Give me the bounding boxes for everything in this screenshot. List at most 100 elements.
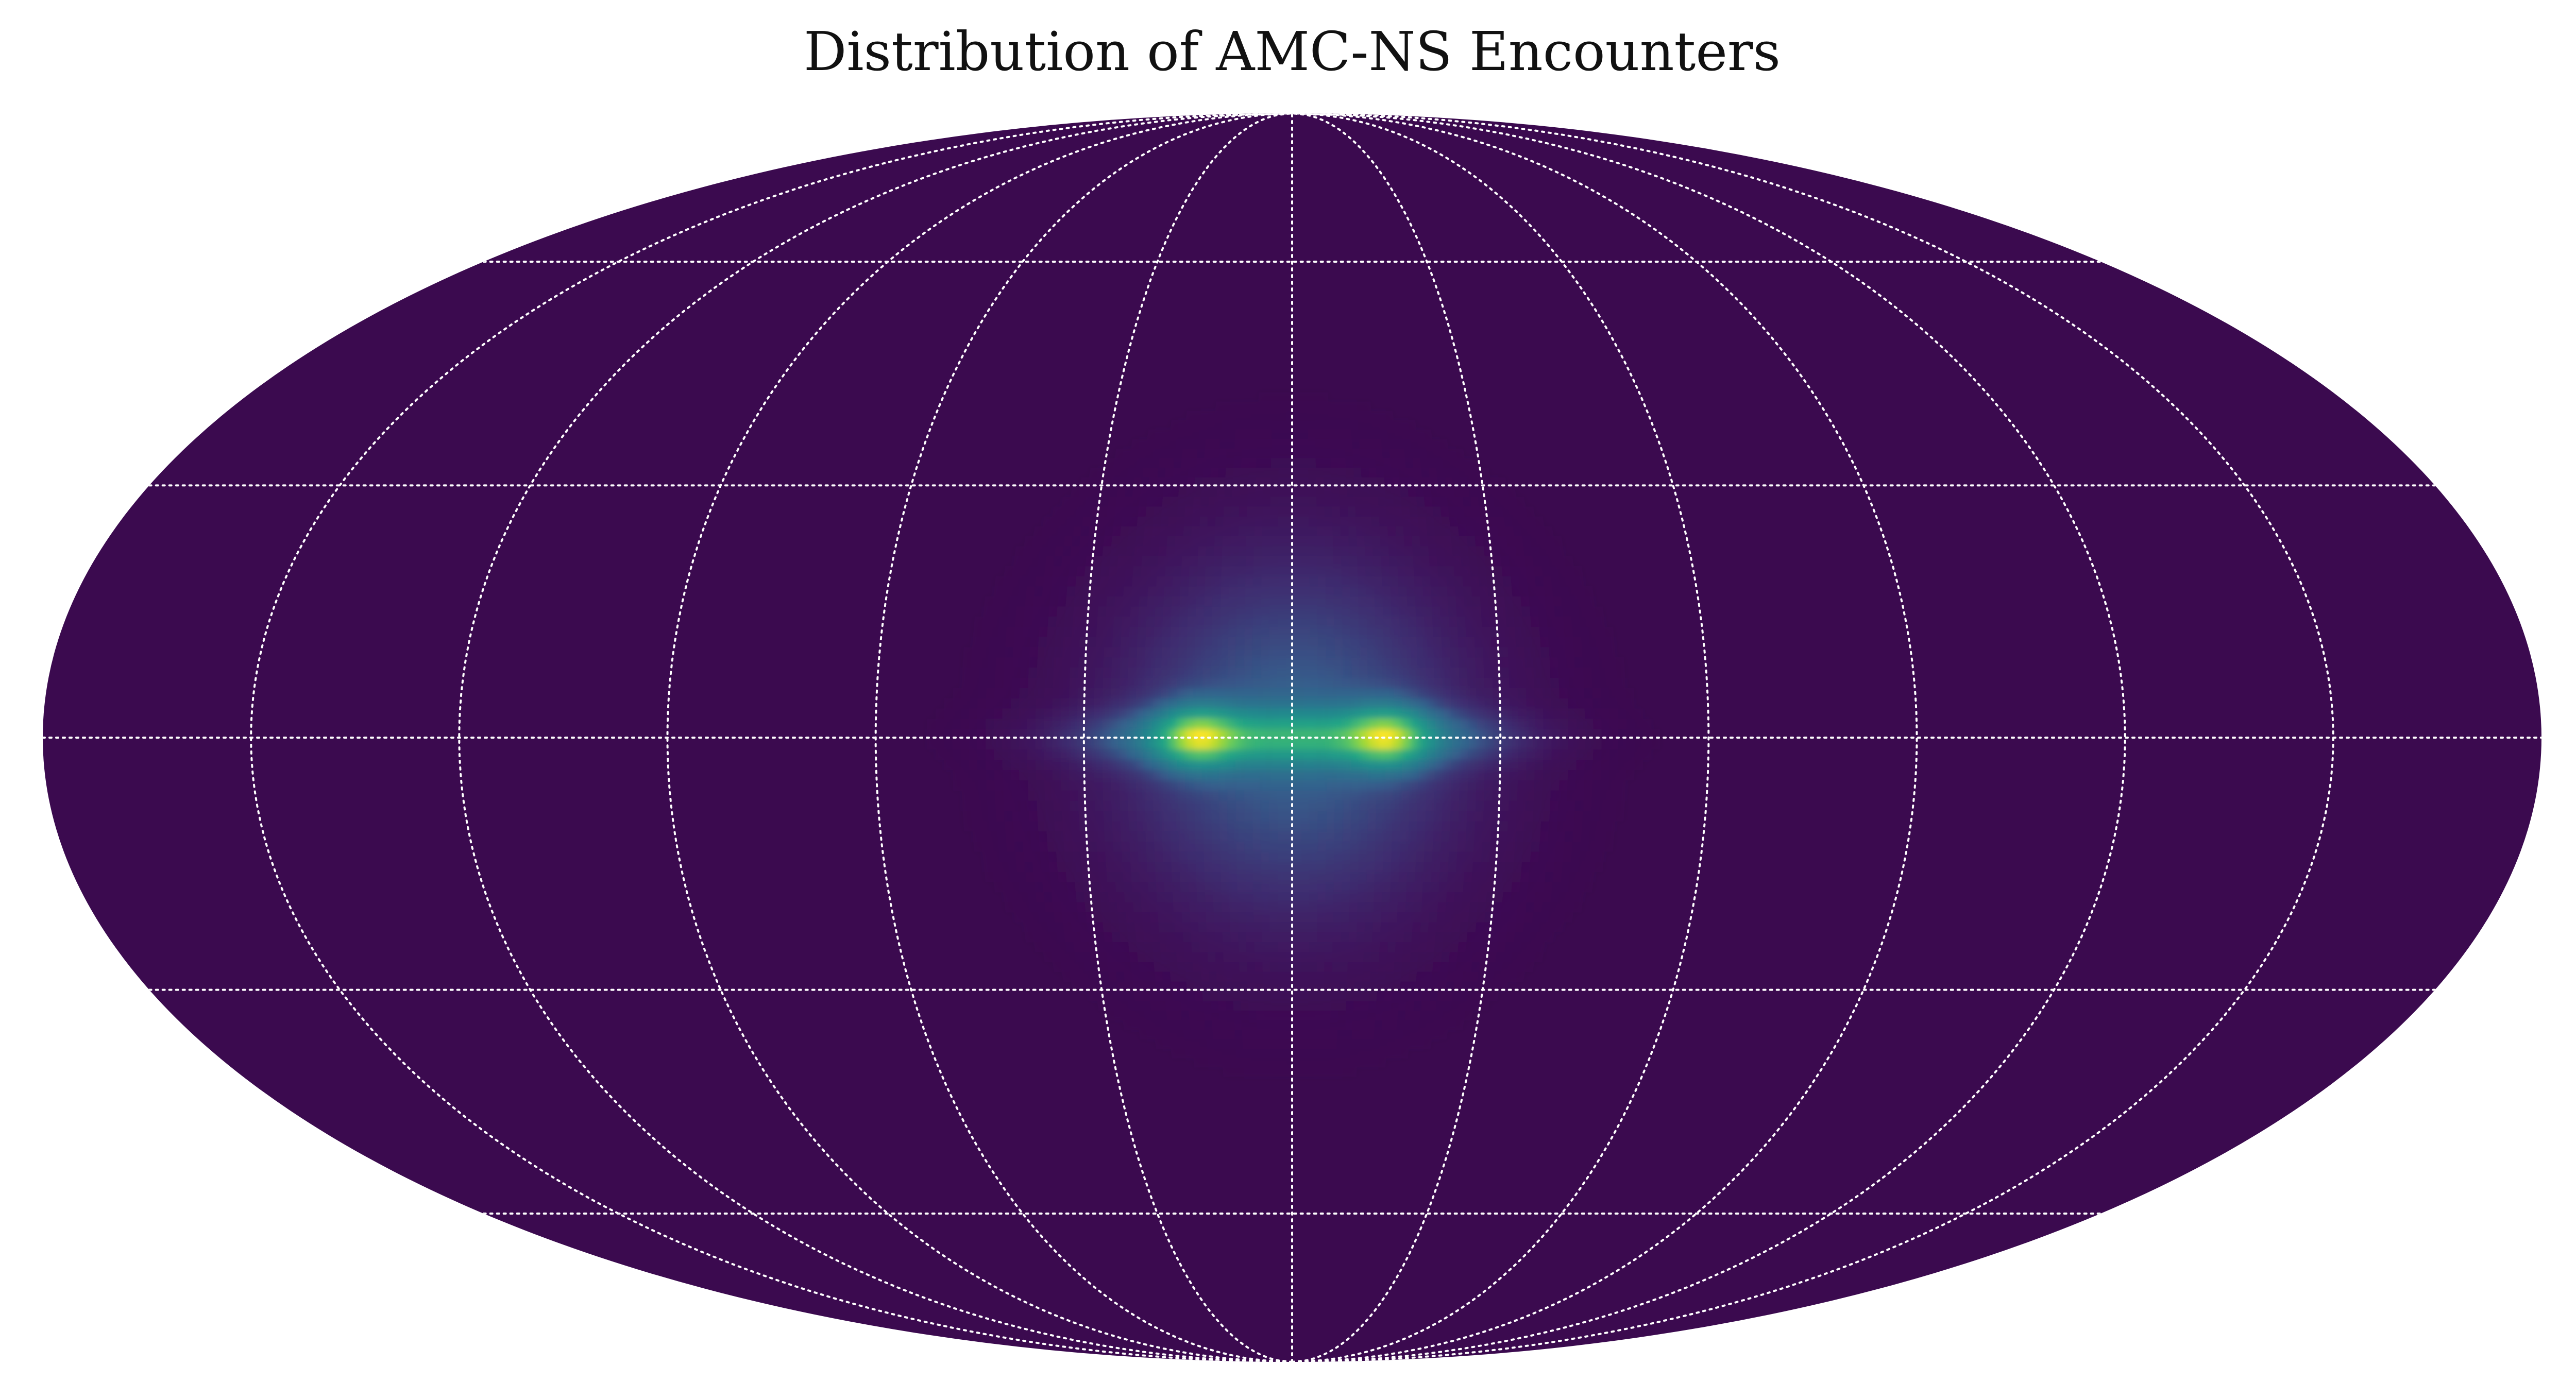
heatmap-cell	[1449, 952, 1458, 962]
heatmap-cell	[1350, 606, 1359, 617]
heatmap-cell	[1531, 626, 1540, 637]
heatmap-cell	[961, 688, 970, 698]
heatmap-cell	[1093, 912, 1103, 923]
heatmap-cell	[1043, 719, 1053, 729]
heatmap-cell	[1154, 971, 1163, 982]
heatmap-cell	[989, 626, 998, 637]
heatmap-cell	[1533, 800, 1543, 811]
heatmap-cell	[1168, 516, 1177, 526]
heatmap-cell	[1057, 596, 1066, 607]
heatmap-cell	[992, 872, 1002, 882]
heatmap-cell	[994, 688, 1003, 698]
heatmap-cell	[978, 800, 988, 811]
heatmap-cell	[1375, 842, 1384, 852]
heatmap-cell	[1541, 800, 1551, 811]
heatmap-cell	[1175, 932, 1183, 943]
heatmap-cell	[987, 811, 996, 822]
heatmap-cell	[1014, 842, 1024, 852]
heatmap-cell	[1004, 902, 1014, 913]
heatmap-cell	[1227, 429, 1235, 439]
heatmap-cell	[1169, 800, 1178, 811]
heatmap-cell	[1193, 760, 1202, 771]
heatmap-cell	[1301, 971, 1309, 982]
heatmap-cell	[1419, 1011, 1429, 1020]
heatmap-cell	[1370, 497, 1379, 507]
heatmap-cell	[1217, 467, 1226, 477]
heatmap-cell	[1454, 971, 1464, 982]
heatmap-cell	[1131, 586, 1140, 596]
heatmap-cell	[1343, 831, 1351, 842]
heatmap-cell	[1301, 677, 1310, 688]
heatmap-cell	[1118, 546, 1127, 556]
heatmap-cell	[1092, 566, 1101, 576]
heatmap-cell	[1431, 971, 1440, 982]
heatmap-cell	[1006, 617, 1016, 627]
heatmap-cell	[1495, 952, 1505, 962]
heatmap-cell	[944, 698, 953, 709]
heatmap-cell	[1198, 546, 1207, 556]
heatmap-cell	[1552, 586, 1562, 596]
heatmap-cell	[1211, 831, 1220, 842]
heatmap-cell	[1443, 932, 1452, 943]
heatmap-cell	[1107, 586, 1116, 596]
heatmap-cell	[1212, 439, 1221, 449]
heatmap-cell	[1255, 991, 1263, 1001]
heatmap-cell	[1442, 942, 1451, 952]
heatmap-cell	[1345, 1011, 1353, 1020]
heatmap-cell	[1468, 912, 1478, 923]
heatmap-cell	[1597, 626, 1606, 637]
heatmap-cell	[1197, 902, 1206, 913]
heatmap-cell	[1429, 991, 1438, 1001]
heatmap-cell	[1351, 1030, 1360, 1039]
heatmap-cell	[1309, 932, 1317, 943]
heatmap-cell	[1205, 892, 1213, 902]
heatmap-cell	[1087, 647, 1096, 658]
heatmap-cell	[1359, 626, 1368, 637]
heatmap-cell	[1375, 448, 1383, 458]
heatmap-cell	[1121, 458, 1130, 468]
heatmap-cell	[1466, 637, 1475, 647]
heatmap-cell	[1095, 647, 1104, 658]
heatmap-cell	[1220, 862, 1229, 873]
heatmap-cell	[1152, 770, 1161, 780]
heatmap-cell	[1252, 637, 1261, 647]
heatmap-cell	[1019, 749, 1027, 760]
heatmap-cell	[1279, 392, 1286, 402]
heatmap-cell	[1173, 566, 1181, 576]
heatmap-cell	[1450, 657, 1459, 668]
heatmap-cell	[1328, 401, 1336, 411]
heatmap-cell	[1218, 698, 1227, 709]
heatmap-cell	[1102, 770, 1111, 780]
heatmap-cell	[1384, 637, 1393, 647]
heatmap-cell	[1188, 882, 1197, 893]
heatmap-cell	[1376, 667, 1385, 678]
heatmap-cell	[1218, 719, 1227, 729]
heatmap-cell	[1293, 749, 1302, 760]
heatmap-cell	[1358, 892, 1366, 902]
heatmap-cell	[1550, 677, 1560, 688]
heatmap-cell	[1243, 719, 1252, 729]
heatmap-cell	[1106, 458, 1115, 468]
heatmap-cell	[1242, 429, 1250, 439]
heatmap-cell	[1189, 556, 1198, 567]
heatmap-cell	[1379, 952, 1387, 962]
heatmap-cell	[1626, 749, 1635, 760]
heatmap-cell	[1346, 467, 1354, 477]
heatmap-cell	[1061, 912, 1071, 923]
heatmap-cell	[1373, 912, 1382, 923]
heatmap-cell	[1371, 411, 1380, 420]
heatmap-cell	[1564, 842, 1573, 852]
heatmap-cell	[1062, 922, 1072, 933]
heatmap-cell	[1225, 467, 1233, 477]
heatmap-cell	[1399, 991, 1408, 1001]
heatmap-cell	[1124, 566, 1133, 576]
heatmap-cell	[1293, 790, 1302, 801]
heatmap-cell	[1366, 596, 1375, 607]
heatmap-cell	[1540, 637, 1549, 647]
heatmap-cell	[1423, 606, 1433, 617]
heatmap-cell	[1459, 657, 1467, 668]
heatmap-cell	[1244, 842, 1253, 852]
heatmap-cell	[1128, 800, 1137, 811]
heatmap-cell	[1467, 657, 1476, 668]
heatmap-cell	[1375, 851, 1384, 862]
